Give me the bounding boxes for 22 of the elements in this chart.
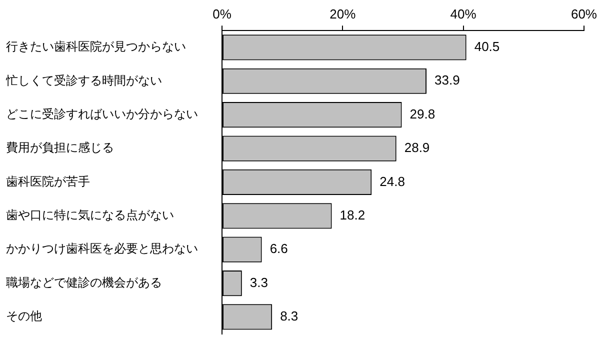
data-label: 6.6 bbox=[270, 241, 288, 256]
data-label: 24.8 bbox=[380, 174, 405, 189]
data-label: 40.5 bbox=[474, 39, 500, 54]
x-tick-label: 40% bbox=[450, 6, 477, 22]
y-tick-label: 費用が負担に感じる bbox=[6, 140, 114, 155]
y-tick-label: その他 bbox=[6, 309, 42, 324]
y-tick-label: かかりつけ歯科医を必要と思わない bbox=[6, 242, 198, 256]
data-label: 18.2 bbox=[340, 207, 366, 222]
data-label: 3.3 bbox=[250, 274, 268, 290]
y-tick-label: 忙しくて受診する時間がない bbox=[5, 73, 162, 88]
y-tick-label: 職場などで健診の機会がある bbox=[6, 275, 162, 290]
x-tick-label: 0% bbox=[212, 6, 232, 22]
x-tick-label: 60% bbox=[570, 6, 598, 22]
y-tick-label: 歯科医院が苦手 bbox=[6, 174, 90, 188]
y-tick-label: 行きたい歯科医院が見つからない bbox=[6, 40, 186, 54]
data-label: 29.8 bbox=[410, 106, 436, 122]
y-tick-label: どこに受診すればいいか分からない bbox=[6, 106, 198, 121]
data-label: 33.9 bbox=[434, 72, 460, 88]
x-tick-label: 20% bbox=[330, 6, 356, 22]
data-label: 8.3 bbox=[280, 308, 298, 324]
data-label: 28.9 bbox=[404, 140, 430, 156]
y-tick-label: 歯や口に特に気になる点がない bbox=[6, 208, 174, 222]
